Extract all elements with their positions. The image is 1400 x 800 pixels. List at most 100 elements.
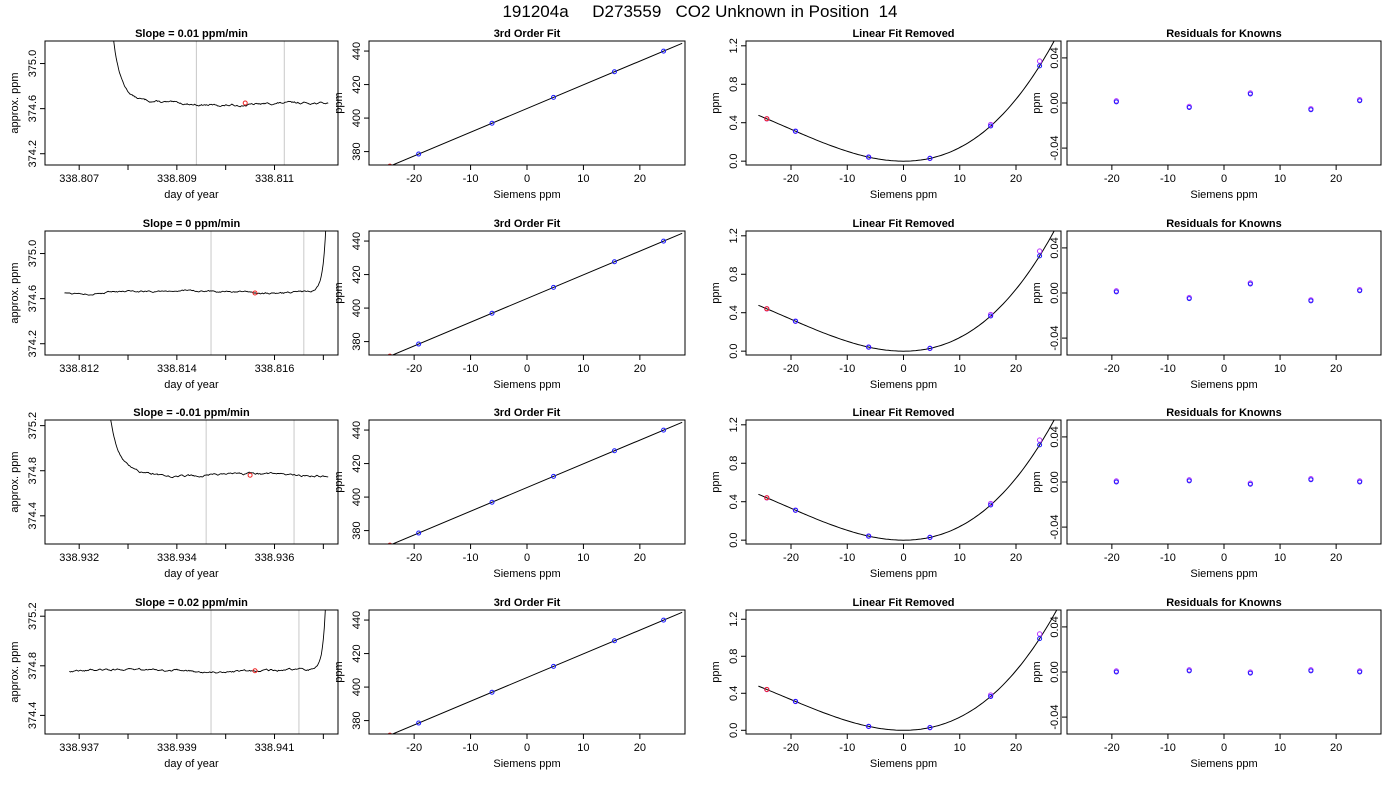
residual-point — [1308, 107, 1314, 113]
x-axis-label: Siemens ppm — [870, 758, 937, 770]
y-tick-label: -0.04 — [1049, 326, 1061, 351]
x-axis-label: Siemens ppm — [493, 379, 560, 391]
panel-title: Linear Fit Removed — [852, 28, 954, 40]
plot-area — [64, 231, 327, 355]
panel-r1-c0: Slope = 0 ppm/min day of year approx. ppm 3… — [9, 218, 339, 391]
x-axis-label: Siemens ppm — [870, 568, 937, 580]
known-point — [866, 533, 872, 539]
x-axis-label: day of year — [164, 379, 219, 391]
x-tick-label: 338.934 — [157, 552, 197, 564]
plot-frame — [745, 40, 1062, 166]
y-tick-label: 380 — [351, 521, 363, 539]
fit-curve — [758, 610, 1058, 731]
plot-area — [110, 420, 329, 544]
x-tick-label: 10 — [577, 173, 589, 185]
y-tick-label: 440 — [351, 611, 363, 629]
plot-area — [113, 41, 329, 165]
residual-point — [1113, 669, 1119, 675]
x-tick-label: 10 — [1274, 173, 1286, 185]
plot-frame — [1066, 40, 1382, 166]
y-tick-label: 374.8 — [27, 457, 39, 485]
plot-frame — [368, 230, 686, 356]
unknown-marker — [252, 290, 258, 296]
x-tick-label: 10 — [577, 742, 589, 754]
panel-title: Linear Fit Removed — [852, 218, 954, 230]
x-tick-label: 10 — [954, 173, 966, 185]
known-point — [927, 534, 933, 540]
plot-area — [387, 42, 683, 165]
known-point — [866, 723, 872, 729]
y-tick-label: 1.2 — [728, 612, 740, 627]
x-tick-label: 20 — [634, 742, 646, 754]
x-tick-label: -10 — [1160, 742, 1176, 754]
unknown-point — [387, 353, 393, 355]
y-tick-label: 0.0 — [728, 154, 740, 169]
fit-point — [987, 692, 994, 698]
x-axis-label: Siemens ppm — [870, 379, 937, 391]
unknown-point — [387, 542, 393, 544]
y-tick-label: 0.4 — [728, 115, 740, 130]
y-tick-label: 420 — [351, 75, 363, 93]
y-tick-label: 420 — [351, 454, 363, 472]
x-tick-label: -10 — [1160, 552, 1176, 564]
x-tick-label: 0 — [1221, 173, 1227, 185]
x-tick-label: -10 — [839, 363, 855, 375]
x-tick-label: 10 — [1274, 363, 1286, 375]
residual-point — [1308, 668, 1314, 674]
x-tick-label: 0 — [1221, 552, 1227, 564]
residual-point — [1247, 670, 1253, 676]
known-point — [793, 128, 798, 134]
x-tick-label: 338.809 — [157, 173, 197, 185]
y-tick-label: 0.0 — [728, 533, 740, 548]
x-tick-label: 338.811 — [255, 173, 294, 185]
y-axis-label: approx. ppm — [9, 72, 21, 133]
plot-frame — [1066, 609, 1382, 735]
known-point — [611, 638, 617, 644]
known-point — [416, 720, 422, 726]
x-tick-label: 10 — [954, 552, 966, 564]
x-axis-label: Siemens ppm — [1190, 568, 1257, 580]
y-tick-label: 0.00 — [1049, 661, 1061, 682]
x-tick-label: -10 — [1160, 363, 1176, 375]
y-axis-label: ppm — [333, 92, 345, 113]
known-point — [1037, 442, 1043, 448]
unknown-marker — [247, 472, 253, 478]
panel-r3-c0: Slope = 0.02 ppm/min day of year approx. p… — [9, 597, 339, 770]
residual-point — [1113, 289, 1119, 295]
known-point — [489, 310, 495, 316]
x-tick-label: 20 — [1330, 363, 1342, 375]
x-tick-label: -20 — [783, 742, 799, 754]
residual-point — [1113, 479, 1119, 485]
known-point — [1037, 253, 1043, 259]
x-tick-label: -20 — [1104, 742, 1120, 754]
unknown-point — [387, 163, 393, 165]
y-tick-label: 420 — [351, 265, 363, 283]
x-tick-label: 338.932 — [59, 552, 99, 564]
panel-title: Residuals for Knowns — [1166, 218, 1282, 230]
panel-title: 3rd Order Fit — [494, 407, 561, 419]
x-tick-label: 0 — [524, 552, 530, 564]
plot-area — [1113, 280, 1363, 304]
plot-area — [1113, 90, 1363, 113]
y-axis-label: approx. ppm — [9, 641, 21, 702]
residual-point — [1247, 281, 1253, 287]
panel-title: 3rd Order Fit — [494, 218, 561, 230]
known-point — [793, 507, 798, 513]
x-tick-label: 338.814 — [157, 363, 197, 375]
plot-frame — [368, 40, 686, 166]
panel-title: Linear Fit Removed — [852, 597, 954, 609]
y-tick-label: 0.8 — [728, 649, 740, 664]
fit-curve — [758, 41, 1055, 162]
panel-title: Linear Fit Removed — [852, 407, 954, 419]
known-point — [866, 344, 872, 350]
x-axis-label: day of year — [164, 568, 219, 580]
residual-point — [1247, 481, 1253, 487]
residual-point — [1186, 478, 1192, 484]
y-tick-label: 375.0 — [27, 50, 39, 78]
x-tick-label: -20 — [1104, 552, 1120, 564]
x-axis-label: Siemens ppm — [493, 758, 560, 770]
fit-point — [1036, 248, 1043, 254]
known-point — [661, 48, 667, 54]
y-tick-label: 374.2 — [27, 140, 39, 168]
